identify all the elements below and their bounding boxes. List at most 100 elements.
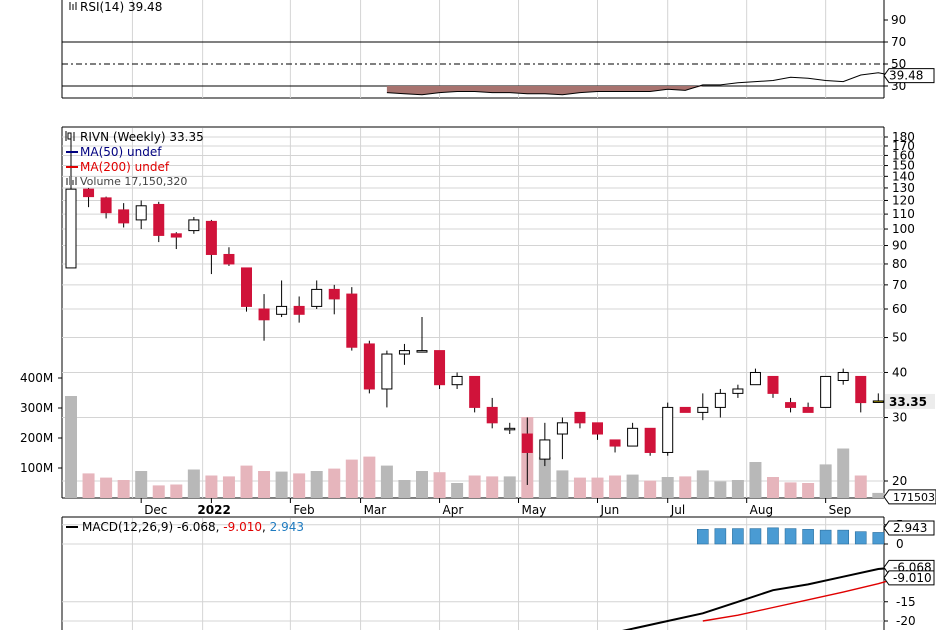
candle — [855, 375, 867, 413]
volume-bar — [661, 477, 674, 498]
macd-hist-bar — [802, 529, 814, 545]
candle-body — [539, 439, 551, 460]
macd-hist-value-label: 2.943 — [893, 521, 927, 535]
volume-legend: Volume 17,150,320 — [80, 175, 187, 188]
candle — [556, 417, 568, 460]
price-tick-label: 150 — [892, 159, 915, 173]
candle — [714, 388, 726, 418]
ma50-legend: MA(50) undef — [80, 145, 162, 159]
macd-hist-bar — [837, 529, 850, 545]
candle — [609, 439, 621, 453]
candle-body — [521, 433, 533, 453]
volume-value-label: 17150320 — [893, 491, 936, 504]
candle — [837, 368, 849, 385]
rsi-tick-label: 90 — [891, 13, 906, 27]
volume-bar — [784, 482, 797, 498]
candle — [118, 203, 130, 228]
price-value-tag: 33.35 — [885, 393, 935, 409]
volume-bar — [205, 475, 218, 498]
macd-hist-bar — [854, 531, 867, 545]
candle-body — [258, 308, 270, 321]
candle — [188, 216, 200, 234]
candle-body — [170, 233, 182, 238]
price-tick-label: 170 — [892, 139, 915, 153]
candle — [381, 350, 393, 408]
candle-body — [135, 205, 147, 221]
rsi-tick-label: 70 — [891, 35, 906, 49]
rsi-value-tag: 39.48 — [883, 68, 935, 84]
candle — [486, 397, 498, 429]
candle-body — [328, 288, 340, 300]
macd-hist-bar — [767, 527, 779, 545]
price-tick-label: 40 — [892, 365, 907, 379]
candle — [662, 402, 674, 456]
macd-tick-label: -15 — [896, 595, 916, 609]
candle — [802, 402, 814, 413]
candle-body — [276, 305, 288, 315]
candle-body — [293, 305, 305, 315]
volume-bar — [802, 483, 815, 498]
candle — [679, 406, 691, 413]
candle-body — [697, 406, 709, 413]
volume-bar — [714, 481, 727, 498]
candle — [644, 427, 656, 456]
volume-bar — [100, 477, 113, 498]
candle — [223, 247, 235, 266]
candle-body — [118, 209, 130, 224]
candle-body — [785, 402, 797, 408]
volume-bar — [538, 457, 551, 498]
x-axis-label: Jun — [600, 503, 620, 517]
volume-bar — [626, 474, 639, 498]
x-axis-label: Aug — [750, 503, 773, 517]
price-legend: RIVN (Weekly) 33.35 MA(50) undef MA(200)… — [65, 130, 204, 188]
x-axis-label: Sep — [829, 503, 852, 517]
candle-body — [556, 422, 568, 435]
volume-bar — [556, 470, 569, 498]
candle-body — [592, 422, 603, 435]
candle-body — [732, 388, 744, 394]
macd-signal-value-label: -9.010 — [893, 571, 932, 585]
price-tick-label: 160 — [892, 148, 915, 162]
candle — [627, 422, 639, 447]
x-axis-label: Dec — [144, 503, 167, 517]
x-axis-label: Jul — [670, 503, 685, 517]
candle-body — [802, 406, 814, 413]
candle — [785, 397, 797, 413]
candle-body — [486, 406, 498, 424]
macd-hist-bar — [732, 528, 744, 545]
price-tick-label: 30 — [892, 411, 907, 425]
candle-body — [223, 253, 235, 265]
macd-legend: MACD(12,26,9) -6.068, -9.010, 2.943 — [66, 520, 304, 534]
candle — [416, 317, 428, 353]
volume-bar — [644, 480, 657, 498]
volume-bar — [486, 476, 499, 498]
candle — [135, 200, 147, 230]
volume-bar — [731, 480, 744, 498]
volume-bar — [363, 456, 376, 498]
x-axis-label: May — [522, 503, 547, 517]
volume-bar — [433, 472, 446, 498]
volume-bar — [398, 480, 411, 498]
macd-title: MACD(12,26,9) -6.068, -9.010, 2.943 — [82, 520, 304, 534]
candle — [205, 219, 217, 275]
volume-bar — [328, 468, 341, 498]
price-tick-label: 80 — [892, 257, 907, 271]
volume-bar — [222, 476, 235, 498]
candle-body — [416, 350, 428, 353]
candle-body — [662, 406, 674, 453]
candle-body — [434, 350, 446, 386]
volume-legend-icon — [66, 176, 77, 185]
candle — [521, 417, 533, 485]
candle-body — [872, 400, 884, 403]
candle-body — [644, 427, 656, 453]
candle-body — [820, 375, 832, 408]
volume-bar — [65, 396, 77, 498]
candle-body — [749, 371, 761, 386]
candle-body — [451, 375, 463, 386]
macd-hist-bar — [819, 529, 832, 545]
volume-bar — [468, 475, 481, 498]
candle — [346, 287, 358, 351]
rsi-tick-label: 50 — [891, 57, 906, 71]
candle — [504, 422, 516, 435]
price-value-label: 33.35 — [889, 395, 927, 409]
